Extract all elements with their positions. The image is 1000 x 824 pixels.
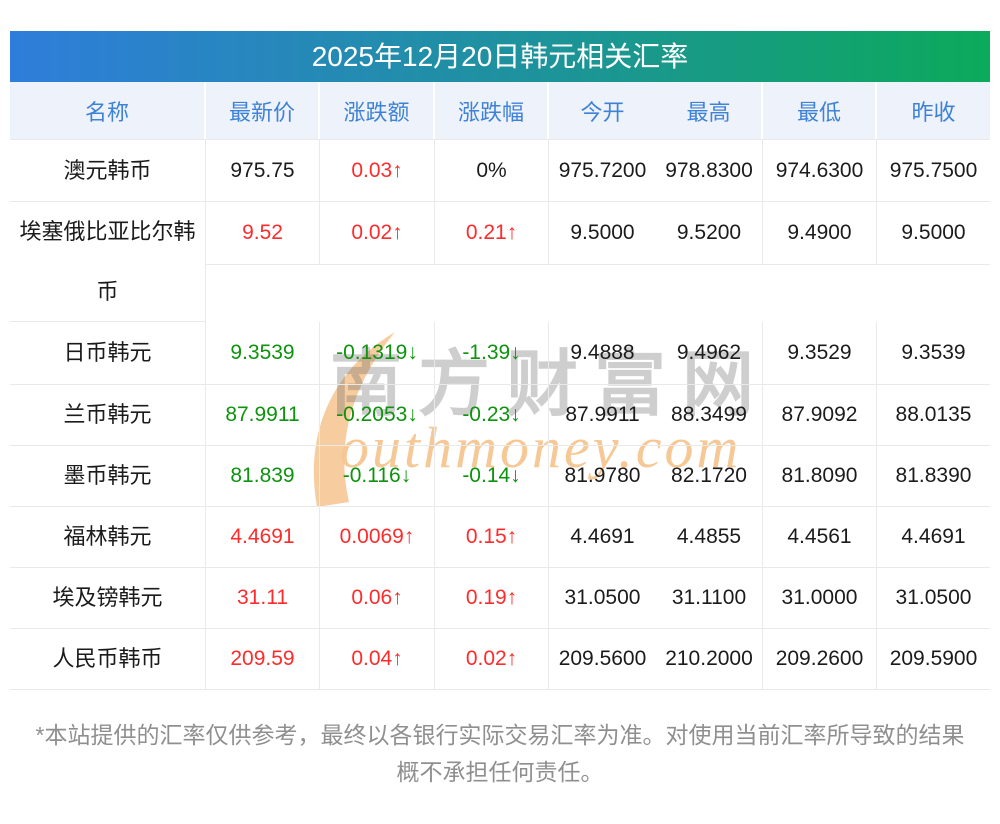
table-row: 埃及镑韩元 31.11 0.06↑ 0.19↑ 31.0500 31.1100 … [10, 568, 990, 629]
low-price: 974.6300 [763, 140, 877, 201]
page-root: 南方财富网 outhmoney.com 2025年12月20日韩元相关汇率 名称… [0, 31, 1000, 824]
header-high: 最高 [656, 82, 763, 139]
change-percent: -0.23↓ [435, 385, 549, 445]
latest-price: 209.59 [206, 629, 320, 689]
low-price: 81.8090 [763, 446, 877, 506]
change-amount: 0.04↑ [320, 629, 435, 689]
table-row: 埃塞俄比亚比尔韩币 9.52 0.02↑ 0.21↑ 9.5000 9.5200… [10, 202, 990, 322]
high-price: 978.8300 [656, 140, 763, 201]
high-price: 88.3499 [656, 385, 763, 445]
low-price: 9.3529 [763, 322, 877, 384]
low-price: 31.0000 [763, 568, 877, 628]
open-price: 9.4888 [570, 341, 635, 364]
currency-name: 埃塞俄比亚比尔韩币 [10, 202, 206, 322]
change-amount: 0.02↑ [320, 202, 435, 265]
open-price: 4.4691 [570, 525, 635, 548]
latest-price: 975.75 [206, 140, 320, 201]
high-price: 210.2000 [656, 629, 763, 689]
header-low: 最低 [763, 82, 877, 139]
open-price: 975.7200 [558, 158, 647, 182]
currency-name: 墨币韩元 [10, 446, 206, 506]
change-percent: 0.15↑ [435, 507, 549, 567]
open-price: 31.0500 [564, 586, 641, 609]
table-row: 福林韩元 4.4691 0.0069↑ 0.15↑ 4.4691 4.4855 … [10, 507, 990, 568]
latest-price: 4.4691 [206, 507, 320, 567]
latest-price: 31.11 [206, 568, 320, 628]
currency-name: 福林韩元 [10, 507, 206, 567]
currency-name: 埃及镑韩元 [10, 568, 206, 628]
change-amount: 0.0069↑ [320, 507, 435, 567]
latest-price: 9.52 [206, 202, 320, 265]
change-percent: 0.21↑ [435, 202, 549, 265]
change-percent: 0.19↑ [435, 568, 549, 628]
table-row: 日币韩元 9.3539 -0.1319↓ -1.39↓ 9.4888 9.496… [10, 322, 990, 385]
prev-close: 81.8390 [895, 464, 972, 487]
change-percent: -1.39↓ [435, 322, 549, 384]
header-latest: 最新价 [206, 82, 320, 139]
header-open: 今开 [580, 99, 625, 125]
latest-price: 87.9911 [206, 385, 320, 445]
currency-name: 兰币韩元 [10, 385, 206, 445]
table-title: 2025年12月20日韩元相关汇率 [10, 31, 990, 82]
header-row: 名称 最新价 涨跌额 涨跌幅 今开 最高 最低 昨收 [10, 82, 990, 140]
open-price: 9.5000 [549, 202, 656, 265]
high-price: 9.5200 [656, 202, 763, 265]
low-price: 209.2600 [763, 629, 877, 689]
header-change-pct: 涨跌幅 [435, 82, 549, 139]
change-amount: 0.03↑ [320, 140, 435, 201]
change-percent: 0.02↑ [435, 629, 549, 689]
table-row: 墨币韩元 81.839 -0.116↓ -0.14↓ 81.9780 82.17… [10, 446, 990, 507]
prev-close: 209.5900 [889, 647, 978, 670]
prev-close: 975.7500 [889, 158, 978, 182]
table-row: 兰币韩元 87.9911 -0.2053↓ -0.23↓ 87.9911 88.… [10, 385, 990, 446]
open-price: 209.5600 [558, 647, 647, 670]
low-price: 87.9092 [763, 385, 877, 445]
prev-close: 9.5000 [877, 202, 990, 265]
open-price: 87.9911 [565, 403, 640, 426]
header-prev-close: 昨收 [911, 99, 956, 125]
change-amount: -0.2053↓ [320, 385, 435, 445]
currency-name: 人民币韩币 [10, 629, 206, 689]
open-price: 81.9780 [564, 464, 641, 487]
currency-name: 日币韩元 [10, 322, 206, 384]
high-price: 4.4855 [656, 507, 763, 567]
prev-close: 31.0500 [895, 586, 972, 609]
high-price: 9.4962 [656, 322, 763, 384]
rate-table: 2025年12月20日韩元相关汇率 名称 最新价 涨跌额 涨跌幅 今开 最高 最… [10, 31, 990, 690]
change-percent: 0% [435, 140, 549, 201]
latest-price: 9.3539 [206, 322, 320, 384]
header-change: 涨跌额 [320, 82, 435, 139]
header-name: 名称 [10, 82, 206, 139]
change-percent: -0.14↓ [435, 446, 549, 506]
prev-close: 88.0135 [895, 403, 972, 426]
currency-name: 澳元韩币 [10, 140, 206, 201]
prev-close: 9.3539 [901, 341, 966, 364]
low-price: 4.4561 [763, 507, 877, 567]
table-row: 人民币韩币 209.59 0.04↑ 0.02↑ 209.5600 210.20… [10, 629, 990, 690]
change-amount: -0.1319↓ [320, 322, 435, 384]
latest-price: 81.839 [206, 446, 320, 506]
high-price: 31.1100 [656, 568, 763, 628]
change-amount: 0.06↑ [320, 568, 435, 628]
low-price: 9.4900 [763, 202, 877, 265]
footer-disclaimer: *本站提供的汇率仅供参考，最终以各银行实际交易汇率为准。对使用当前汇率所导致的结… [35, 722, 965, 785]
change-amount: -0.116↓ [320, 446, 435, 506]
high-price: 82.1720 [656, 446, 763, 506]
table-row: 澳元韩币 975.75 0.03↑ 0% 975.7200 978.8300 9… [10, 140, 990, 202]
prev-close: 4.4691 [901, 525, 966, 548]
